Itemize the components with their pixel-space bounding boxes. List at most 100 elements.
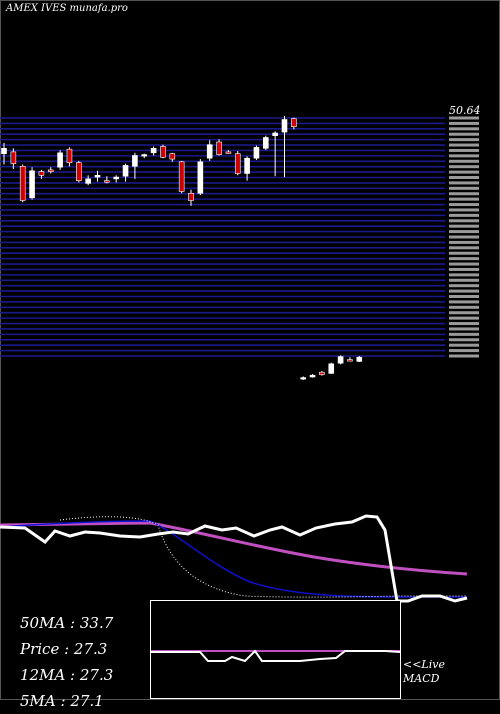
candle-series — [1, 115, 363, 380]
ma5-stat: 5MA : 27.1 — [20, 692, 104, 710]
candle-up — [244, 157, 250, 174]
macd-box — [150, 600, 401, 699]
axis-tick-label — [449, 148, 479, 152]
candle-down — [10, 151, 17, 164]
axis-tick-label — [449, 224, 479, 228]
candle-down — [47, 169, 54, 172]
candle-down — [319, 371, 325, 375]
stats-block: 50MA : 33.7 Price : 27.3 12MA : 27.3 5MA… — [20, 610, 113, 714]
axis-tick-label — [449, 181, 479, 185]
axis-tick-label — [449, 154, 479, 158]
axis-tick-label — [449, 159, 479, 163]
candle-up — [262, 137, 269, 149]
candle-down — [38, 171, 45, 176]
grid-lines — [0, 117, 445, 357]
axis-tick-label — [449, 300, 479, 304]
axis-tick-label — [449, 192, 479, 196]
candle-up — [300, 377, 307, 380]
axis-tick-label — [449, 284, 479, 288]
candle-up — [272, 132, 278, 136]
axis-tick-label — [449, 186, 479, 190]
ma-mid-line — [0, 520, 467, 598]
candle-up — [356, 356, 363, 362]
candle-up — [253, 147, 260, 159]
candle-down — [66, 148, 73, 163]
price-stat: Price : 27.3 — [20, 640, 108, 658]
axis-tick-label — [449, 327, 479, 331]
axis-tick-label — [449, 176, 479, 179]
price-label: 50.64 — [449, 104, 481, 117]
macd-label-block: <<Live MACD — [403, 658, 445, 686]
candle-down — [160, 146, 166, 158]
axis-tick-label — [449, 354, 479, 358]
candle-up — [29, 170, 35, 199]
axis-tick-label — [449, 257, 479, 261]
axis-tick-label — [449, 230, 479, 234]
candle-up — [150, 148, 157, 154]
page-title: AMEX IVES munafa.pro — [6, 3, 128, 14]
candle-up — [328, 363, 335, 374]
axis-tick-label — [449, 278, 479, 282]
axis-tick-label — [449, 267, 479, 271]
axis-tick-label — [449, 219, 479, 223]
axis-tick-label — [449, 251, 479, 255]
axis-tick-label — [449, 246, 479, 250]
axis-tick-label — [449, 240, 479, 244]
axis-tick-label — [449, 138, 479, 142]
candle-up — [337, 356, 344, 364]
axis-tick-label — [449, 127, 479, 131]
candle-down — [104, 180, 110, 183]
axis-tick-label — [449, 235, 479, 239]
axis-tick-label — [449, 322, 479, 326]
candle-up — [122, 165, 129, 177]
macd-panel — [150, 600, 401, 699]
macd-title: MACD — [403, 672, 440, 685]
axis-tick-label — [449, 311, 479, 315]
axis-tick-label — [449, 203, 479, 207]
ma-short-line — [0, 514, 468, 603]
candle-down — [347, 359, 353, 362]
candle-up — [94, 175, 101, 178]
candle-up — [197, 161, 204, 194]
axis-tick-label — [449, 295, 479, 298]
candle-down — [19, 166, 26, 201]
ma12-stat: 12MA : 27.3 — [20, 666, 114, 684]
axis-tick-label — [449, 197, 479, 201]
axis-tick-label — [449, 289, 479, 293]
macd-line — [151, 649, 401, 663]
axis-tick-label — [449, 132, 479, 136]
candle-down — [216, 141, 222, 155]
axis-tick-label — [449, 316, 479, 320]
price-axis-ticks — [449, 116, 479, 358]
axis-tick-label — [449, 170, 479, 174]
candle-up — [309, 374, 316, 378]
moving-average-panel — [0, 514, 468, 603]
axis-tick-label — [449, 262, 479, 266]
axis-tick-label — [449, 273, 479, 277]
candle-down — [234, 153, 241, 174]
candle-up — [132, 155, 138, 167]
candle-up — [57, 152, 63, 168]
candle-up — [113, 176, 119, 180]
axis-tick-label — [449, 143, 479, 147]
ma-dotted-line — [59, 516, 467, 598]
candle-down — [178, 161, 185, 192]
candle-up — [141, 154, 148, 157]
axis-tick-label — [449, 213, 479, 217]
candle-up — [206, 144, 213, 159]
axis-tick-label — [449, 305, 479, 309]
ma50-stat: 50MA : 33.7 — [20, 614, 114, 632]
axis-tick-label — [449, 165, 479, 169]
ma-long-line — [0, 521, 468, 576]
macd-live-label: <<Live — [403, 658, 445, 671]
candle-down — [76, 162, 82, 181]
candle-down — [291, 118, 297, 127]
axis-tick-label — [449, 208, 479, 212]
axis-tick-label — [449, 349, 479, 353]
axis-tick-label — [449, 116, 479, 120]
axis-tick-label — [449, 343, 479, 347]
axis-tick-label — [449, 338, 479, 342]
candle-down — [169, 153, 176, 160]
candle-up — [1, 148, 7, 155]
